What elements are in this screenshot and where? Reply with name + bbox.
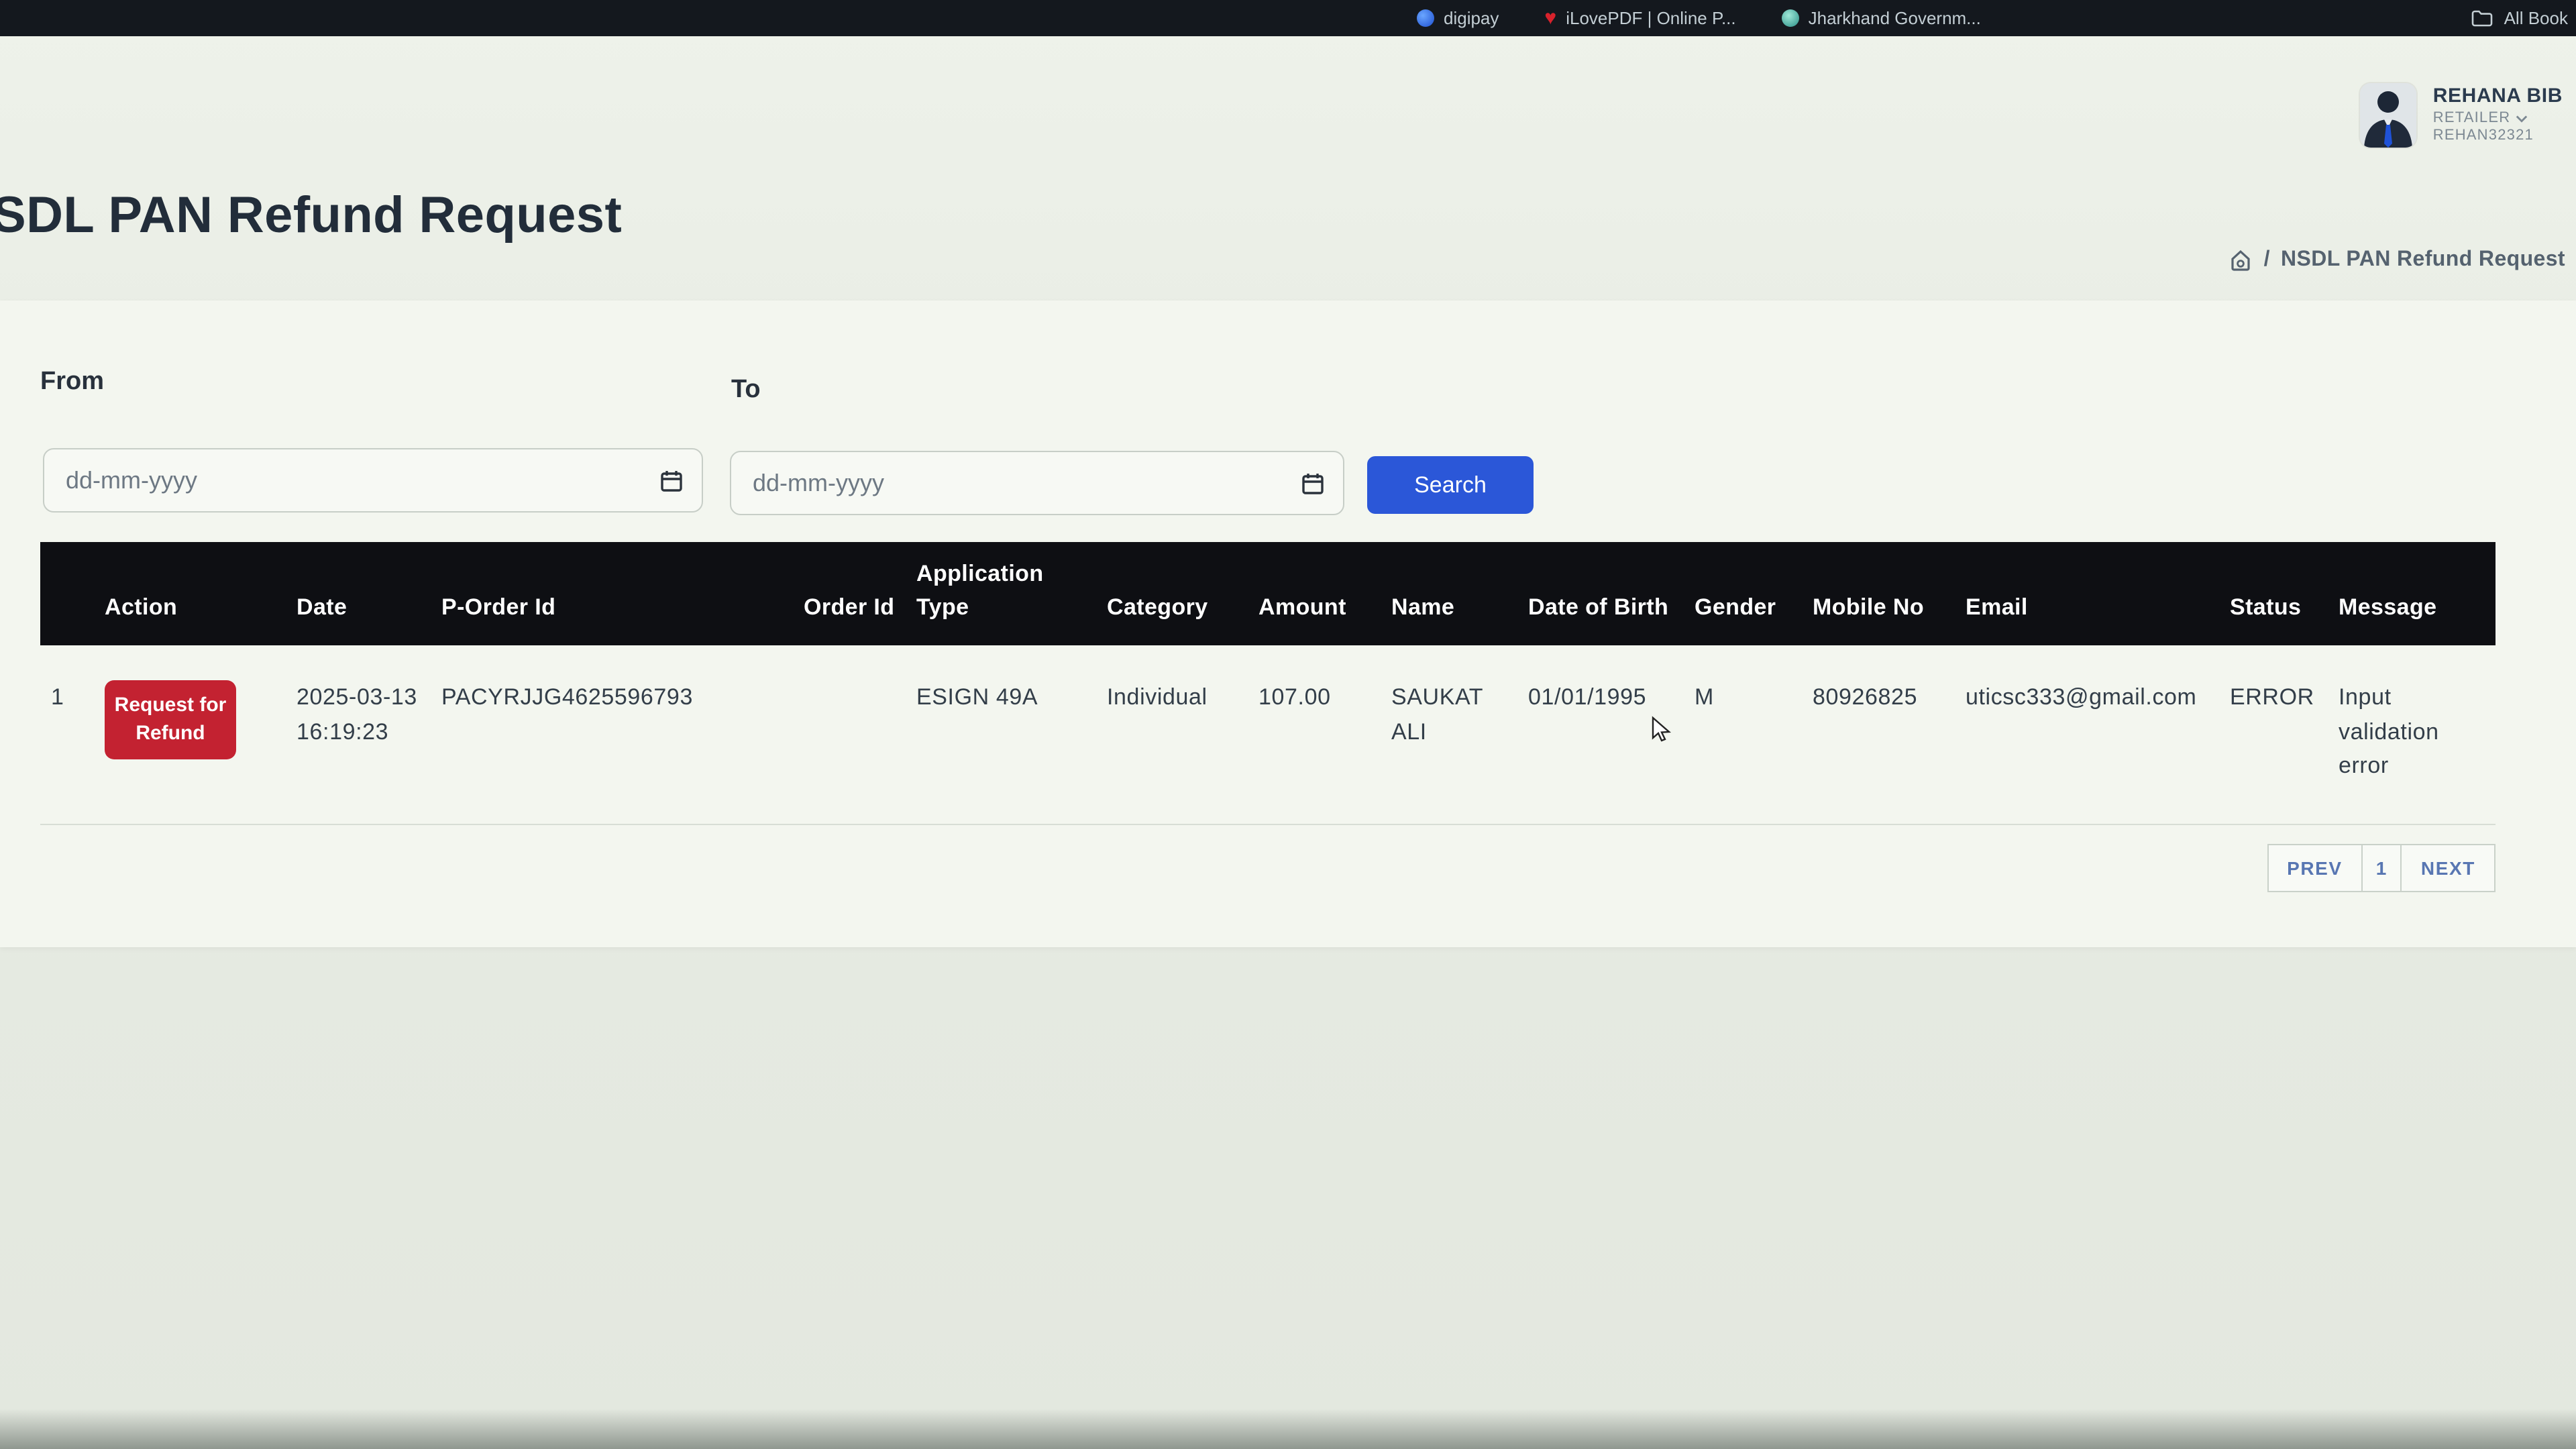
from-date-input[interactable] — [63, 465, 660, 496]
table-header-row: Action Date P-Order Id Order Id Applicat… — [40, 542, 2496, 646]
bookmark-items: digipay ♥ iLovePDF | Online P... Jharkha… — [1417, 8, 1981, 28]
user-id: REHAN32321 — [2432, 127, 2534, 144]
col-action: Action — [94, 542, 286, 646]
request-for-refund-button[interactable]: Request for Refund — [105, 680, 236, 759]
table-row: 1 Request for Refund 2025-03-13 16:19:23… — [40, 645, 2496, 825]
ilovepdf-heart-icon: ♥ — [1544, 7, 1557, 30]
pagination: PREV 1 NEXT — [40, 843, 2496, 892]
next-page-button[interactable]: NEXT — [2400, 843, 2496, 892]
col-category: Category — [1096, 542, 1248, 646]
user-role[interactable]: RETAILER — [2433, 109, 2563, 128]
filter-section: From To Search — [0, 301, 2576, 542]
user-profile[interactable]: REHANA BIB RETAILER REHAN32321 — [2360, 83, 2563, 148]
to-date-field[interactable] — [730, 451, 1344, 515]
chevron-down-icon — [2516, 115, 2528, 123]
cell-order-id — [793, 645, 906, 825]
prev-page-button[interactable]: PREV — [2267, 843, 2363, 892]
cell-date: 2025-03-13 16:19:23 — [286, 645, 431, 825]
cell-gender: M — [1684, 645, 1802, 825]
to-label: To — [731, 376, 761, 404]
col-application-type: Application Type — [906, 542, 1096, 646]
user-text: REHANA BIB RETAILER REHAN32321 — [2433, 85, 2563, 147]
col-date-of-birth: Date of Birth — [1517, 542, 1684, 646]
from-label: From — [40, 368, 104, 396]
to-date-input[interactable] — [750, 468, 1301, 498]
breadcrumb-current: NSDL PAN Refund Request — [2280, 248, 2565, 271]
cell-message: Input validation error — [2328, 645, 2496, 825]
avatar — [2360, 83, 2417, 148]
title-row: SDL PAN Refund Request / NSDL PAN Refund… — [0, 188, 2576, 271]
all-bookmarks-label: All Book — [2504, 8, 2568, 28]
bookmark-jharkhand[interactable]: Jharkhand Governm... — [1781, 8, 1981, 28]
folder-icon — [2472, 10, 2493, 27]
cell-category: Individual — [1096, 645, 1248, 825]
jharkhand-badge-icon — [1781, 9, 1799, 27]
breadcrumb: / NSDL PAN Refund Request — [2229, 248, 2565, 272]
bookmarks-bar: digipay ♥ iLovePDF | Online P... Jharkha… — [0, 0, 2576, 36]
search-button[interactable]: Search — [1367, 456, 1534, 514]
breadcrumb-separator: / — [2263, 248, 2270, 271]
calendar-icon[interactable] — [660, 469, 683, 492]
col-name: Name — [1381, 542, 1517, 646]
col-amount: Amount — [1248, 542, 1381, 646]
cell-dob: 01/01/1995 — [1517, 645, 1684, 825]
cell-name: SAUKAT ALI — [1381, 645, 1517, 825]
cell-index: 1 — [40, 645, 94, 825]
cell-mobile: 80926825 — [1802, 645, 1955, 825]
from-date-field[interactable] — [43, 448, 703, 513]
col-email: Email — [1955, 542, 2219, 646]
user-name: REHANA BIB — [2432, 84, 2563, 107]
digipay-icon — [1417, 9, 1434, 27]
bookmark-label: iLovePDF | Online P... — [1566, 8, 1736, 28]
cell-p-order-id: PACYRJJG4625596793 — [431, 645, 793, 825]
col-status: Status — [2219, 542, 2328, 646]
col-order-id: Order Id — [793, 542, 906, 646]
bookmark-label: Jharkhand Governm... — [1808, 8, 1981, 28]
col-p-order-id: P-Order Id — [431, 542, 793, 646]
cell-application-type: ESIGN 49A — [906, 645, 1096, 825]
content-card: From To Search — [0, 301, 2576, 947]
bookmark-ilovepdf[interactable]: ♥ iLovePDF | Online P... — [1544, 8, 1735, 28]
page-number-button[interactable]: 1 — [2361, 843, 2402, 892]
page-title: SDL PAN Refund Request — [0, 188, 623, 244]
all-bookmarks-button[interactable]: All Book — [2472, 8, 2576, 28]
col-gender: Gender — [1684, 542, 1802, 646]
col-message: Message — [2328, 542, 2496, 646]
cell-action: Request for Refund — [94, 645, 286, 825]
col-mobile-no: Mobile No — [1802, 542, 1955, 646]
bookmark-digipay[interactable]: digipay — [1417, 8, 1499, 28]
bookmark-label: digipay — [1444, 8, 1499, 28]
cell-email: uticsc333@gmail.com — [1955, 645, 2219, 825]
cell-status: ERROR — [2219, 645, 2328, 825]
calendar-icon[interactable] — [1301, 472, 1324, 494]
refund-table: Action Date P-Order Id Order Id Applicat… — [40, 542, 2496, 825]
col-index — [40, 542, 94, 646]
cell-amount: 107.00 — [1248, 645, 1381, 825]
col-date: Date — [286, 542, 431, 646]
home-icon[interactable] — [2229, 248, 2253, 272]
